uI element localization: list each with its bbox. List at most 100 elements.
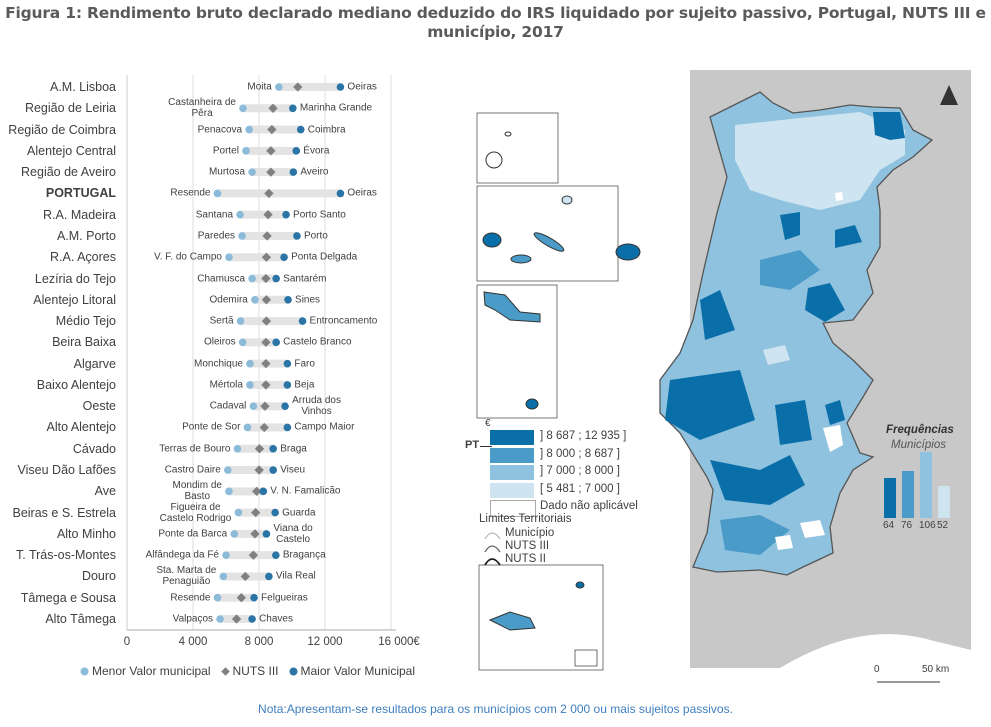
nuts-diamond	[263, 210, 273, 220]
min-municipality-label: Castanheira de Pêra	[168, 97, 236, 120]
legend-swatch	[490, 465, 534, 480]
min-municipality-label: Cadaval	[209, 400, 247, 412]
min-municipality-label: Ponte da Barca	[158, 528, 228, 540]
min-dot	[249, 402, 258, 411]
nuts-diamond	[261, 295, 272, 305]
min-dot	[243, 423, 252, 432]
nuts-diamond	[261, 273, 271, 284]
currency-label: €	[485, 418, 491, 429]
min-dot	[219, 572, 228, 581]
min-municipality-label: Sertã	[209, 315, 234, 327]
max-municipality-label: Évora	[303, 145, 330, 157]
region-label: Alto Alentejo	[46, 420, 117, 435]
region-label: T. Trás-os-Montes	[15, 548, 116, 563]
max-dot	[280, 253, 288, 262]
min-dot	[222, 551, 230, 559]
max-municipality-label: Viseu	[280, 464, 306, 476]
min-municipality-label: Penacova	[197, 124, 243, 136]
region-label: Médio Tejo	[55, 314, 116, 329]
region-label: A.M. Porto	[56, 228, 116, 243]
figure-title: Figura 1: Rendimento bruto declarado med…	[5, 4, 986, 41]
legend-min-label: Menor Valor municipal	[92, 664, 211, 678]
min-dot	[225, 253, 233, 262]
scale-start: 0	[874, 664, 880, 675]
max-dot	[271, 508, 279, 517]
max-dot	[281, 402, 289, 411]
min-municipality-label: Alfândega da Fé	[145, 549, 219, 561]
region-label: Região de Coimbra	[8, 122, 116, 137]
region-label: Alentejo Litoral	[33, 292, 116, 307]
legend-min: Menor Valor municipal	[80, 664, 211, 678]
min-dot	[238, 338, 247, 347]
max-municipality-label: Campo Maior	[294, 421, 355, 433]
min-municipality-label: Sta. Marta de Penaguião	[156, 565, 217, 588]
freq-subtitle: Municípios	[891, 439, 946, 451]
nuts-diamond	[259, 422, 269, 433]
min-municipality-label: Mértola	[209, 379, 243, 391]
region-label: Algarve	[73, 356, 116, 371]
min-dot	[213, 593, 222, 602]
min-municipality-label: Portel	[212, 145, 239, 157]
legend-swatch	[490, 430, 534, 445]
legend-class-label: [ 5 481 ; 7 000 ]	[540, 482, 620, 495]
region-label: Douro	[81, 569, 116, 584]
min-dot	[275, 83, 283, 91]
pt-marker: PT	[465, 439, 480, 451]
min-municipality-label: Castro Daire	[164, 464, 221, 476]
max-municipality-label: Castelo Branco	[283, 336, 352, 348]
max-dot	[289, 168, 298, 176]
nuts-diamond	[266, 146, 276, 156]
max-municipality-label: Arruda dos Vinhos	[292, 395, 341, 418]
min-dot	[216, 615, 224, 623]
nuts-diamond	[248, 550, 259, 560]
max-dot	[269, 444, 277, 453]
max-municipality-label: Marinha Grande	[299, 102, 373, 114]
max-municipality-label: Santarém	[283, 273, 327, 285]
min-municipality-label: Figueira de Castelo Rodrigo	[159, 501, 232, 524]
min-dot	[224, 466, 232, 474]
min-municipality-label: Mondim de Basto	[172, 480, 222, 503]
nuts-diamond	[251, 507, 261, 518]
mainland-portugal	[659, 91, 934, 576]
min-dot	[233, 444, 242, 453]
max-municipality-label: Bragança	[282, 549, 326, 561]
region-label: Alentejo Central	[27, 143, 116, 158]
x-tick-label: 4 000	[178, 636, 208, 648]
region-label: R.A. Madeira	[43, 207, 116, 222]
min-dot	[248, 168, 256, 176]
region-label: Oeste	[82, 399, 116, 414]
max-dot	[272, 274, 280, 283]
min-dot	[248, 274, 256, 283]
max-dot	[298, 317, 307, 325]
chart-legend: Menor Valor municipal NUTS III Maior Val…	[80, 664, 415, 678]
min-dot	[236, 210, 244, 219]
frequency-bar	[938, 485, 950, 518]
min-dot	[213, 189, 222, 198]
region-label: Alto Minho	[56, 526, 116, 541]
max-dot	[282, 210, 290, 219]
legend-swatch	[490, 482, 534, 498]
min-dot	[242, 147, 250, 155]
nuts-diamond	[293, 82, 303, 92]
min-municipality-label: V. F. do Campo	[153, 251, 222, 263]
nuts-diamond	[262, 231, 272, 241]
max-municipality-label: Porto	[303, 230, 328, 242]
inset-box-azores	[476, 185, 619, 282]
legend-swatch	[490, 500, 536, 517]
limit-line-icons	[484, 532, 501, 566]
limits-title: Limites Territoriais	[479, 513, 572, 525]
frequency-bar	[884, 478, 896, 518]
sea-south	[780, 634, 971, 668]
region-label: Alto Tâmega	[45, 612, 116, 626]
min-dot	[234, 508, 243, 517]
max-dot	[284, 296, 292, 304]
region-label: PORTUGAL	[45, 186, 116, 201]
max-dot	[283, 359, 292, 368]
nuts-diamond	[261, 358, 271, 369]
min-municipality-label: Terras de Bouro	[159, 443, 231, 455]
region-label: A.M. Lisboa	[49, 80, 116, 94]
region-label: Cávado	[72, 441, 116, 456]
min-municipality-label: Chamusca	[197, 273, 246, 285]
min-municipality-label: Monchique	[194, 358, 243, 370]
